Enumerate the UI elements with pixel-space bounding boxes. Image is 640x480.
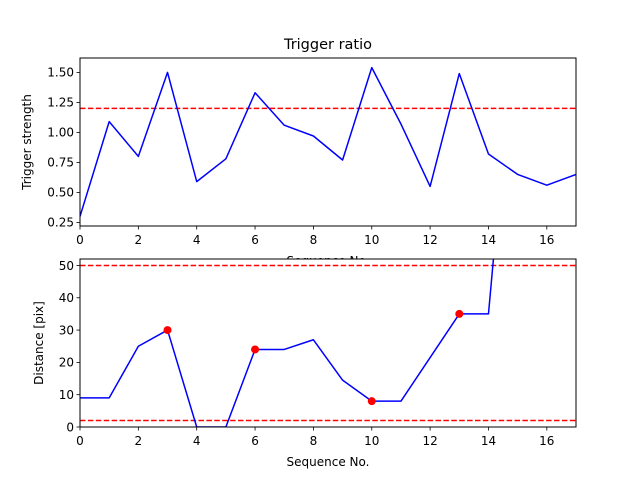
bottom-chart-x-tick-label: 2 xyxy=(135,434,143,448)
bottom-chart-y-tick-label: 20 xyxy=(59,356,74,370)
top-chart-x-axis: 0 2 4 6 8 10 12 14 16 xyxy=(76,226,554,247)
top-chart-y-tick-label: 1.00 xyxy=(47,126,74,140)
bottom-chart-y-tick-label: 40 xyxy=(59,291,74,305)
top-chart-x-tick-label: 6 xyxy=(251,233,259,247)
bottom-chart-frame xyxy=(79,258,577,428)
bottom-chart-x-tick-label: 8 xyxy=(310,434,318,448)
top-chart-y-tick-label: 0.25 xyxy=(47,216,74,230)
bottom-chart-y-axis-label: Distance [pix] xyxy=(32,301,46,385)
bottom-chart-x-tick-label: 12 xyxy=(422,434,437,448)
bottom-chart-x-tick-label: 0 xyxy=(76,434,84,448)
top-chart: Trigger ratio 0.25 0.50 0.75 1.00 1.25 1.50 0… xyxy=(20,37,577,268)
bottom-chart-x-tick-label: 4 xyxy=(193,434,201,448)
top-chart-x-tick-label: 4 xyxy=(193,233,201,247)
top-chart-frame xyxy=(79,57,577,227)
bottom-chart-plot-area xyxy=(80,259,576,427)
top-chart-title: Trigger ratio xyxy=(283,37,372,53)
bottom-chart-marker-point xyxy=(367,397,376,406)
bottom-chart-y-tick-label: 50 xyxy=(59,259,74,273)
bottom-chart-x-tick-label: 10 xyxy=(364,434,379,448)
top-chart-y-tick-label: 1.50 xyxy=(47,66,74,80)
bottom-chart-marker-point xyxy=(163,326,172,335)
top-chart-x-tick-label: 16 xyxy=(539,233,554,247)
top-chart-y-tick-label: 0.50 xyxy=(47,186,74,200)
top-chart-x-tick-label: 14 xyxy=(481,233,496,247)
bottom-chart-marks xyxy=(80,259,576,427)
bottom-chart-x-tick-label: 14 xyxy=(481,434,496,448)
bottom-chart-y-tick-label: 30 xyxy=(59,323,74,337)
top-chart-x-tick-label: 0 xyxy=(76,233,84,247)
top-chart-y-axis-label: Trigger strength xyxy=(20,94,34,191)
bottom-chart-series-line-0 xyxy=(80,259,495,427)
bottom-chart-x-axis-label: Sequence No. xyxy=(287,455,370,469)
bottom-chart-y-tick-label: 10 xyxy=(59,388,74,402)
bottom-chart-y-tick-label: 0 xyxy=(66,420,74,434)
bottom-chart-x-tick-label: 16 xyxy=(539,434,554,448)
bottom-chart-x-axis: 0 2 4 6 8 10 12 14 16 xyxy=(76,427,554,448)
bottom-chart-marker-point xyxy=(455,309,464,318)
top-chart-marks xyxy=(80,66,576,217)
top-chart-x-tick-label: 12 xyxy=(422,233,437,247)
top-chart-plot-area xyxy=(80,58,576,226)
top-chart-x-tick-label: 8 xyxy=(310,233,318,247)
top-chart-y-tick-label: 0.75 xyxy=(47,156,74,170)
bottom-chart-y-axis: 0 10 20 30 40 50 xyxy=(59,259,80,434)
bottom-chart-x-tick-label: 6 xyxy=(251,434,259,448)
top-chart-y-axis: 0.25 0.50 0.75 1.00 1.25 1.50 xyxy=(47,66,80,230)
bottom-chart: 0 10 20 30 40 50 0 2 4 6 8 10 12 14 16 Sequence No. D… xyxy=(32,258,577,469)
top-chart-x-tick-label: 2 xyxy=(135,233,143,247)
bottom-chart-marker-point xyxy=(251,345,260,354)
top-chart-x-tick-label: 10 xyxy=(364,233,379,247)
top-chart-series-line-0 xyxy=(80,66,576,217)
top-chart-y-tick-label: 1.25 xyxy=(47,96,74,110)
